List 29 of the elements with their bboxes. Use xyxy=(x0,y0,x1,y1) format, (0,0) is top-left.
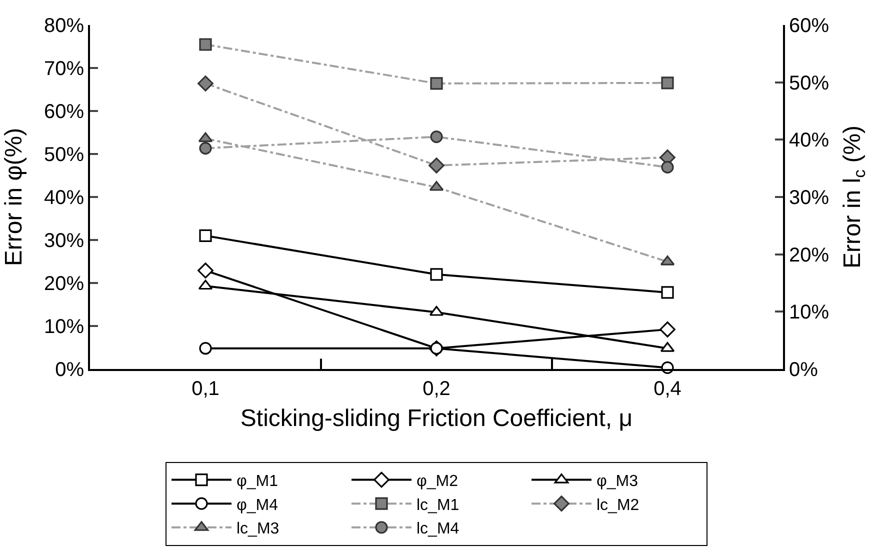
legend-label: φ_M3 xyxy=(596,473,638,490)
y-tick-label: 60% xyxy=(44,101,84,123)
y-tick-label: 20% xyxy=(44,273,84,295)
legend-label: φ_M2 xyxy=(416,473,458,490)
legend-label: lc_M4 xyxy=(416,520,460,538)
legend-label: φ_M1 xyxy=(236,473,278,490)
x-tick-label: 0,1 xyxy=(192,378,220,400)
y-axis-title: Error in φ(%) xyxy=(0,128,28,266)
y-tick-label: 40% xyxy=(44,187,84,209)
legend-label: lc_M3 xyxy=(236,520,280,538)
legend-label: φ_M4 xyxy=(236,496,278,514)
y-tick-label: 30% xyxy=(44,230,84,252)
y2-tick-label: 10% xyxy=(789,302,830,324)
y2-tick-label: 40% xyxy=(789,130,830,152)
y2-tick-label: 30% xyxy=(789,187,830,209)
y-tick-label: 10% xyxy=(44,316,84,338)
legend-label: lc_M1 xyxy=(416,496,460,514)
x-tick-label: 0,4 xyxy=(654,378,682,400)
y-tick-label: 70% xyxy=(44,58,84,80)
y2-tick-label: 60% xyxy=(789,15,830,37)
y2-tick-label: 50% xyxy=(789,72,830,94)
legend-label: lc_M2 xyxy=(596,496,640,514)
x-axis-title: Sticking-sliding Friction Coefficient, μ xyxy=(240,404,633,432)
x-tick-label: 0,2 xyxy=(422,378,450,400)
y-tick-label: 0% xyxy=(55,359,84,381)
y2-tick-label: 0% xyxy=(789,359,818,381)
y-tick-label: 80% xyxy=(44,15,84,37)
y2-tick-label: 20% xyxy=(789,244,830,266)
y-tick-label: 50% xyxy=(44,144,84,166)
